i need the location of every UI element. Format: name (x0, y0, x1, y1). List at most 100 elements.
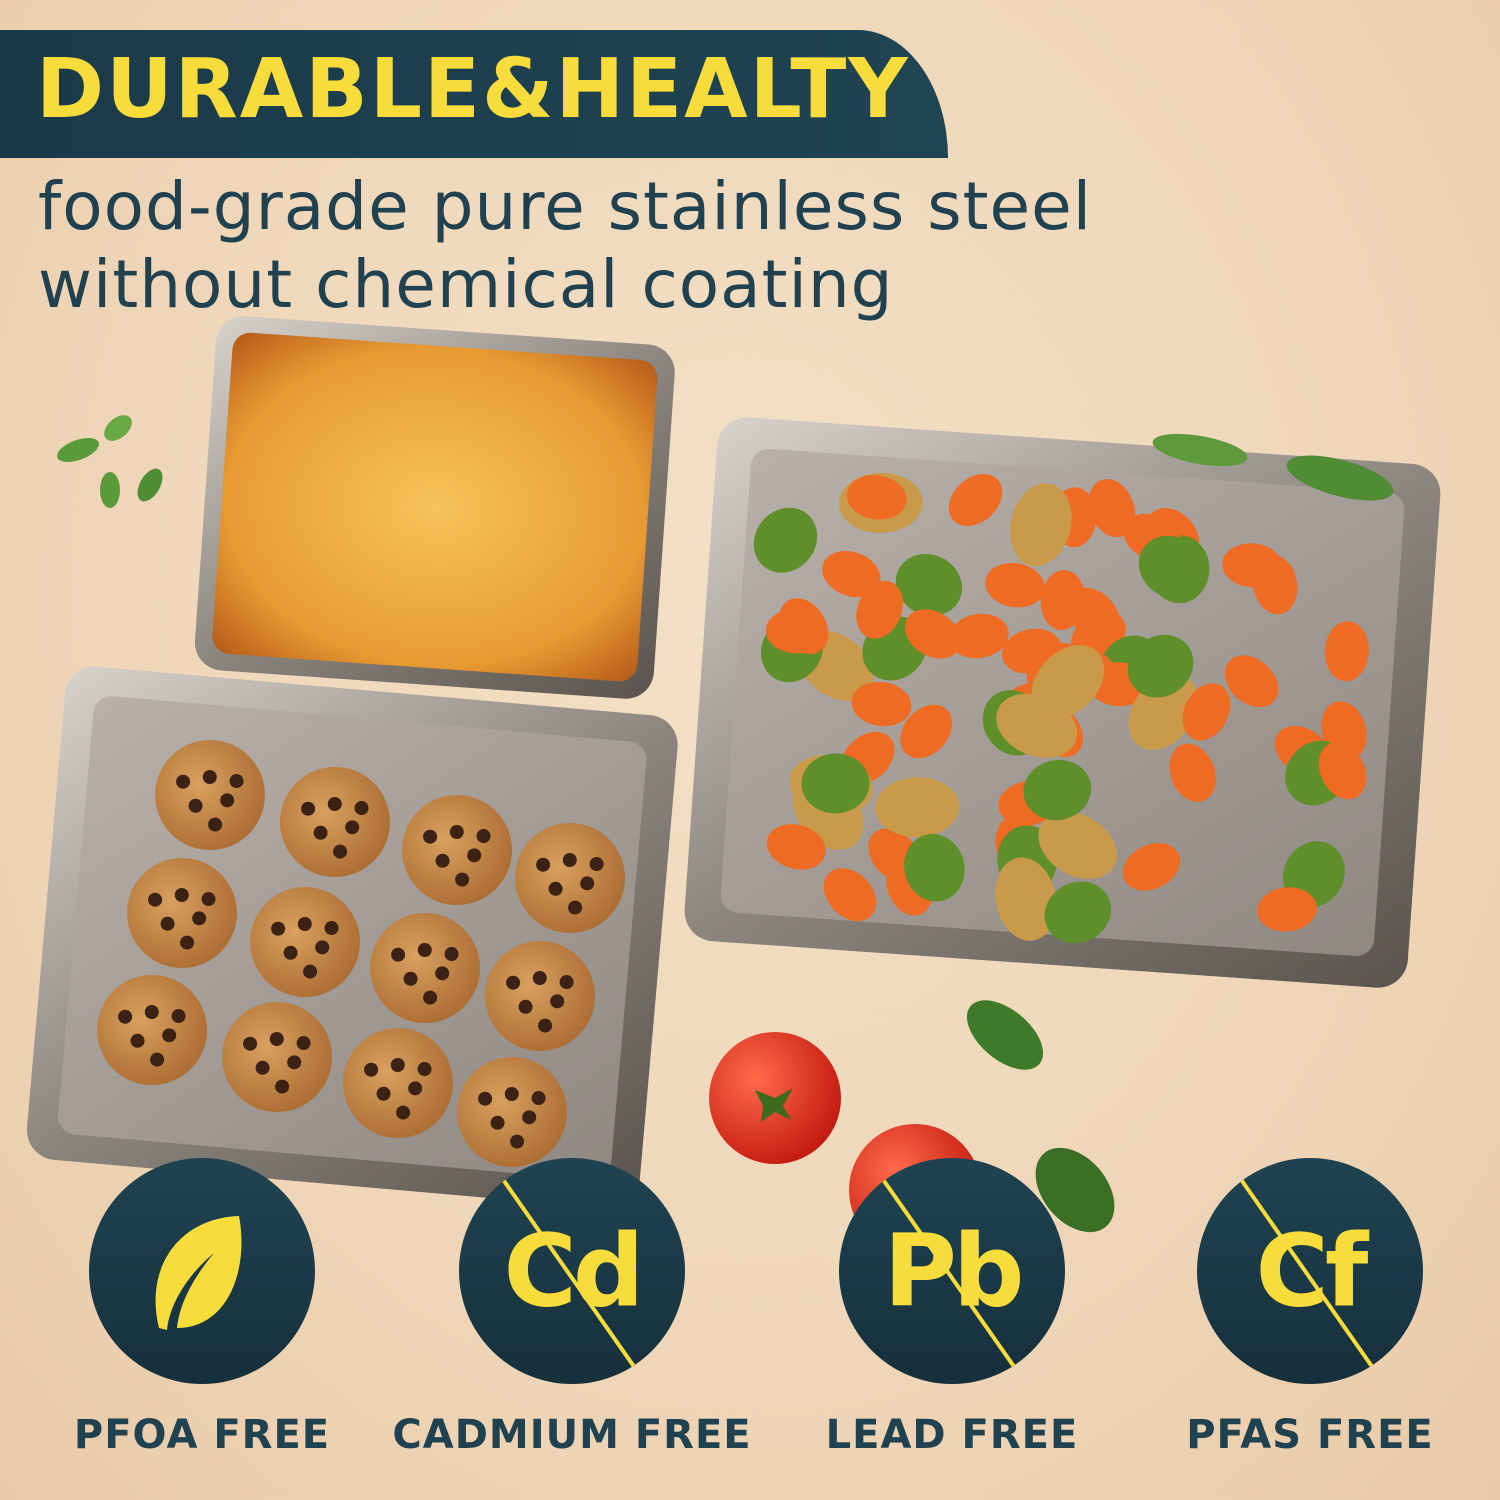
chocolate-chip (364, 1062, 379, 1077)
badge-pfas-free: Cf (1197, 1158, 1423, 1384)
potato (875, 777, 960, 838)
chocolate-chip (536, 857, 551, 872)
chocolate-chip (313, 825, 328, 840)
carrot (1169, 743, 1216, 802)
chocolate-chip (568, 900, 583, 915)
carrot (1324, 621, 1369, 682)
vegetable-tray (684, 417, 1441, 988)
carrot (1318, 741, 1367, 800)
chocolate-chip (518, 999, 533, 1014)
basil-leaf (1035, 1147, 1115, 1233)
chocolate-chip (478, 1091, 493, 1106)
potato (1010, 483, 1072, 567)
title-banner: DURABLE&HEALTY (0, 30, 948, 158)
chocolate-chip (522, 1110, 537, 1125)
basil-leaf (1286, 455, 1394, 501)
carrot (856, 580, 903, 639)
chocolate-chip (532, 971, 547, 986)
broccoli (801, 753, 870, 814)
badge-lead-free: Pb (839, 1158, 1065, 1384)
chocolate-chip (148, 892, 163, 907)
chocolate-chip (150, 1052, 165, 1067)
chocolate-chip (506, 975, 521, 990)
cookie (280, 767, 390, 877)
badge-label: CADMIUM FREE (392, 1412, 752, 1458)
chocolate-chip (333, 844, 348, 859)
chocolate-chip (589, 857, 604, 872)
carrot (1182, 683, 1231, 741)
carrot (846, 475, 907, 520)
chocolate-chip (390, 1058, 405, 1073)
chocolate-chip (208, 817, 223, 832)
carrot (949, 613, 1009, 659)
carrot (948, 474, 1003, 526)
cookie (457, 1057, 567, 1167)
chocolate-chip (301, 801, 316, 816)
chocolate-chip (283, 945, 298, 960)
chocolate-chip (435, 966, 450, 981)
cookie (155, 740, 265, 850)
basil-leaf (137, 468, 163, 502)
chocolate-chip (130, 1033, 145, 1048)
tomato-stem (755, 1088, 793, 1122)
chocolate-chip (562, 853, 577, 868)
broccoli (895, 553, 963, 616)
basil-leaf (966, 1000, 1044, 1070)
carrot (1122, 843, 1181, 891)
carrot (1252, 554, 1298, 615)
cookie (485, 941, 595, 1051)
chocolate-chip (192, 911, 207, 926)
chocolate-chip (580, 876, 595, 891)
basil-leaf (100, 472, 120, 508)
chocolate-chip (504, 1087, 519, 1102)
cookie (370, 913, 480, 1023)
chocolate-chip (275, 1079, 290, 1094)
carrot (765, 609, 826, 654)
cookie (222, 1002, 332, 1112)
chocolate-chip (345, 820, 360, 835)
chocolate-chip (444, 947, 459, 962)
chocolate-chip (243, 1036, 258, 1051)
chocolate-chip (160, 916, 175, 931)
carrot (822, 550, 881, 598)
leaf-icon (155, 1216, 242, 1330)
chocolate-chip (180, 935, 195, 950)
chocolate-chip (315, 940, 330, 955)
chocolate-chip (476, 829, 491, 844)
chocolate-chip (403, 971, 418, 986)
chocolate-chip (538, 1018, 553, 1033)
chocolate-chip (297, 917, 312, 932)
cookie (97, 975, 207, 1085)
badge-label: LEAD FREE (825, 1412, 1079, 1458)
broccoli (904, 833, 965, 902)
chocolate-chip (174, 888, 189, 903)
chocolate-chip (559, 975, 574, 990)
chocolate-chip (271, 921, 286, 936)
chocolate-chip (354, 801, 369, 816)
chocolate-chip (435, 853, 450, 868)
carrot (1067, 587, 1120, 641)
chocolate-chip (449, 825, 464, 840)
subtitle-line-2: without chemical coating (38, 246, 894, 323)
broccoli (1127, 634, 1194, 698)
broccoli (1138, 535, 1205, 599)
cookie (515, 823, 625, 933)
cookies (97, 740, 625, 1167)
chocolate-chip (188, 798, 203, 813)
chocolate-chip (467, 848, 482, 863)
chocolate-chip (490, 1115, 505, 1130)
chocolate-chip (296, 1036, 311, 1051)
chocolate-chip (118, 1009, 133, 1024)
cookie (250, 887, 360, 997)
casserole-pan (194, 316, 675, 699)
chocolate-chip (171, 1009, 186, 1024)
basil-leaf (104, 415, 132, 441)
cookie (127, 858, 237, 968)
chocolate-chip (324, 921, 339, 936)
chocolate-chip (327, 797, 342, 812)
chocolate-chip (455, 872, 470, 887)
potato (995, 857, 1057, 941)
pfas-crossed-icon: Cf (1255, 1212, 1369, 1330)
chocolate-chip (423, 990, 438, 1005)
